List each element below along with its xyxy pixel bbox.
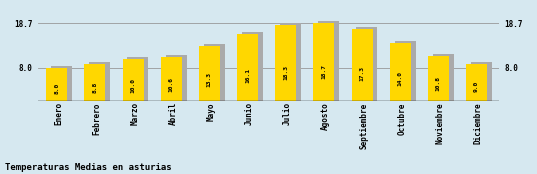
Text: 8.8: 8.8	[92, 81, 97, 93]
Text: 18.3: 18.3	[283, 65, 288, 80]
Bar	[428, 56, 449, 101]
Text: Temperaturas Medias en asturias: Temperaturas Medias en asturias	[5, 163, 172, 172]
Text: 14.0: 14.0	[398, 71, 403, 86]
Bar	[395, 41, 416, 101]
Bar	[433, 54, 454, 101]
Bar	[280, 23, 301, 101]
Bar	[199, 46, 220, 101]
Bar	[242, 32, 263, 101]
Bar	[204, 44, 225, 101]
Bar	[237, 34, 258, 101]
Bar	[165, 55, 187, 101]
Text: 16.1: 16.1	[245, 68, 250, 83]
Text: 10.6: 10.6	[169, 77, 173, 92]
Bar	[46, 68, 67, 101]
Text: 9.0: 9.0	[474, 81, 479, 92]
Text: 17.3: 17.3	[359, 66, 365, 81]
Bar	[127, 57, 148, 101]
Bar	[318, 21, 339, 101]
Text: 13.3: 13.3	[207, 73, 212, 88]
Bar	[352, 29, 373, 101]
Text: 18.7: 18.7	[321, 64, 326, 79]
Bar	[84, 64, 105, 101]
Bar	[89, 62, 110, 101]
Bar	[357, 27, 378, 101]
Text: 10.8: 10.8	[436, 76, 441, 91]
Bar	[122, 60, 143, 101]
Bar	[466, 64, 487, 101]
Bar	[471, 62, 492, 101]
Bar	[314, 23, 335, 101]
Bar	[390, 43, 411, 101]
Text: 8.0: 8.0	[54, 83, 59, 94]
Bar	[161, 57, 182, 101]
Text: 10.0: 10.0	[130, 78, 135, 93]
Bar	[275, 25, 296, 101]
Bar	[51, 66, 72, 101]
